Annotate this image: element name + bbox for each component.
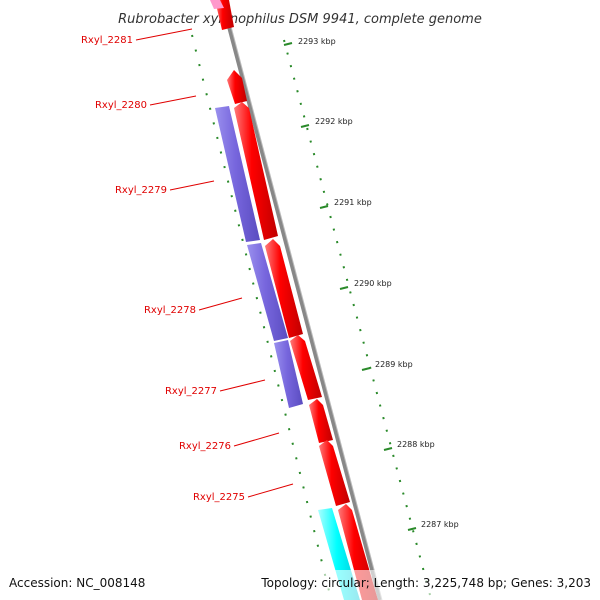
- gene-blue-3: [274, 340, 303, 408]
- kbp-label: 2291 kbp: [334, 198, 372, 207]
- gene-label: Rxyl_2276: [179, 441, 231, 452]
- gene-label: Rxyl_2275: [193, 492, 245, 503]
- map-title: Rubrobacter xylanophilus DSM 9941, compl…: [118, 12, 482, 27]
- gene-label: Rxyl_2277: [165, 386, 217, 397]
- gene-pink: [210, 0, 224, 9]
- kbp-label: 2290 kbp: [354, 279, 392, 288]
- kbp-ticks: [283, 42, 417, 531]
- kbp-labels: 2293 kbp 2292 kbp 2291 kbp 2290 kbp 2289…: [298, 37, 459, 529]
- gene-label: Rxyl_2281: [81, 35, 133, 46]
- gene-blue-1: [215, 106, 260, 242]
- gene-rxyl-2275: [319, 440, 350, 506]
- gene-rxyl-2280: [227, 70, 247, 104]
- gene-rxyl-2277: [290, 335, 322, 400]
- gene-label: Rxyl_2279: [115, 185, 167, 196]
- inner-tick-row: [191, 34, 331, 596]
- gene-blue-2: [247, 243, 288, 341]
- kbp-label: 2288 kbp: [397, 440, 435, 449]
- gene-label: Rxyl_2278: [144, 305, 196, 316]
- outer-tick-row: [283, 39, 431, 596]
- gene-label: Rxyl_2280: [95, 100, 147, 111]
- gene-rxyl-2276: [309, 399, 333, 443]
- genome-backbone: [220, 0, 382, 600]
- gene-rxyl-2278: [265, 239, 303, 338]
- kbp-label: 2293 kbp: [298, 37, 336, 46]
- forward-genes: [215, 0, 378, 600]
- accession-label: Accession: NC_008148: [9, 576, 145, 590]
- gene-rxyl-2279: [234, 102, 278, 240]
- gene-labels: Rxyl_2281 Rxyl_2280 Rxyl_2279 Rxyl_2278 …: [81, 35, 245, 503]
- kbp-label: 2287 kbp: [421, 520, 459, 529]
- gene-leaders: [135, 28, 294, 498]
- kbp-label: 2289 kbp: [375, 360, 413, 369]
- reverse-genes: [215, 106, 303, 408]
- genome-info: Topology: circular; Length: 3,225,748 bp…: [260, 576, 591, 590]
- kbp-label: 2292 kbp: [315, 117, 353, 126]
